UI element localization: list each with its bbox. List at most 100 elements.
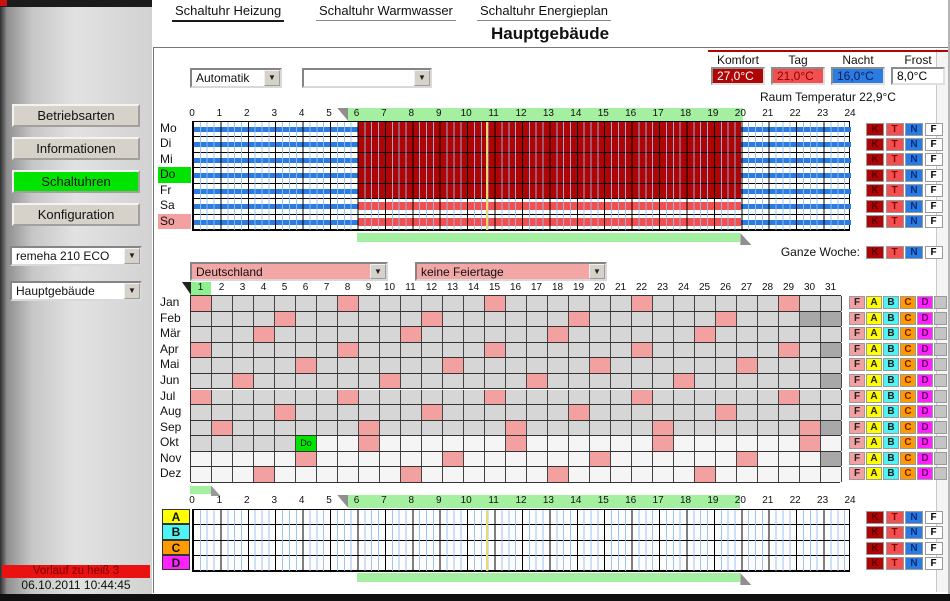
calendar-day-cell[interactable] bbox=[821, 405, 842, 420]
calendar-day-cell[interactable] bbox=[737, 420, 758, 436]
calendar-day-cell[interactable] bbox=[569, 296, 590, 311]
calendar-day-cell[interactable] bbox=[296, 342, 317, 358]
calendar-day-cell[interactable] bbox=[464, 389, 485, 405]
calendar-day-cell[interactable] bbox=[716, 327, 737, 342]
calendar-day-cell[interactable] bbox=[254, 373, 275, 389]
category-button-D[interactable]: D bbox=[917, 327, 933, 341]
calendar-day-cell[interactable] bbox=[464, 327, 485, 342]
calendar-day-cell[interactable] bbox=[380, 311, 401, 327]
week-row-So[interactable] bbox=[193, 214, 851, 230]
calendar-day-cell[interactable] bbox=[737, 373, 758, 389]
calendar-day-cell[interactable] bbox=[779, 358, 800, 373]
category-button-A[interactable]: A bbox=[866, 405, 882, 419]
category-button-A[interactable]: A bbox=[866, 327, 882, 341]
calendar-day-cell[interactable] bbox=[317, 451, 338, 467]
week-row-Fr[interactable] bbox=[193, 183, 851, 200]
abcd-start-marker-icon[interactable] bbox=[210, 485, 221, 496]
calendar-day-cell[interactable] bbox=[590, 327, 611, 342]
calendar-day-cell[interactable] bbox=[275, 389, 296, 405]
calendar-day-cell[interactable] bbox=[212, 405, 233, 420]
calendar-day-cell[interactable] bbox=[716, 436, 737, 451]
level-button-F[interactable]: F bbox=[924, 153, 943, 167]
calendar-day-cell[interactable] bbox=[317, 436, 338, 451]
calendar-day-cell[interactable] bbox=[758, 327, 779, 342]
category-button-C[interactable]: C bbox=[900, 296, 916, 309]
calendar-day-cell[interactable] bbox=[212, 420, 233, 436]
calendar-day-cell[interactable] bbox=[338, 296, 359, 311]
level-button-K[interactable]: K bbox=[866, 122, 884, 136]
calendar-day-cell[interactable] bbox=[695, 420, 716, 436]
calendar-day-cell[interactable] bbox=[212, 358, 233, 373]
calendar-day-cell[interactable] bbox=[401, 467, 422, 482]
tab-schaltuhr-warmwasser[interactable]: Schaltuhr Warmwasser bbox=[316, 3, 456, 21]
calendar-day-cell[interactable] bbox=[695, 296, 716, 311]
category-button-C[interactable]: C bbox=[900, 327, 916, 341]
calendar-day-cell[interactable] bbox=[275, 327, 296, 342]
calendar-day-cell[interactable] bbox=[800, 467, 821, 482]
calendar-day-cell[interactable] bbox=[611, 389, 632, 405]
week-row-Di[interactable] bbox=[193, 137, 851, 153]
calendar-day-cell[interactable] bbox=[191, 389, 212, 405]
category-button-D[interactable]: D bbox=[917, 358, 933, 372]
calendar-day-cell[interactable] bbox=[359, 296, 380, 311]
calendar-day-cell[interactable] bbox=[800, 296, 821, 311]
calendar-day-cell[interactable] bbox=[275, 405, 296, 420]
level-button-N[interactable]: N bbox=[905, 153, 923, 167]
calendar-day-cell[interactable] bbox=[611, 311, 632, 327]
calendar-day-cell[interactable] bbox=[611, 405, 632, 420]
calendar-day-cell[interactable] bbox=[254, 327, 275, 342]
calendar-day-cell[interactable] bbox=[674, 358, 695, 373]
level-button-N[interactable]: N bbox=[905, 215, 923, 229]
calendar-day-cell[interactable] bbox=[212, 451, 233, 467]
chevron-down-icon[interactable]: ▼ bbox=[264, 70, 280, 86]
calendar-day-cell[interactable] bbox=[359, 342, 380, 358]
calendar-day-cell[interactable] bbox=[716, 405, 737, 420]
calendar-day-cell[interactable] bbox=[464, 436, 485, 451]
calendar-day-cell[interactable] bbox=[548, 327, 569, 342]
temperature-value-box-frost[interactable]: 8,0°C bbox=[891, 67, 945, 85]
level-button-F[interactable]: F bbox=[924, 215, 943, 229]
calendar-day-cell[interactable] bbox=[212, 311, 233, 327]
calendar-day-cell[interactable] bbox=[485, 389, 506, 405]
calendar-day-cell[interactable] bbox=[800, 311, 821, 327]
calendar-day-cell[interactable] bbox=[401, 342, 422, 358]
calendar-day-cell[interactable] bbox=[569, 451, 590, 467]
calendar-day-cell[interactable] bbox=[317, 389, 338, 405]
calendar-day-cell[interactable] bbox=[506, 389, 527, 405]
week-row-Mi[interactable] bbox=[193, 152, 851, 169]
calendar-day-cell[interactable] bbox=[485, 451, 506, 467]
calendar-day-cell[interactable] bbox=[632, 296, 653, 311]
calendar-day-cell[interactable] bbox=[380, 296, 401, 311]
calendar-day-cell[interactable] bbox=[527, 311, 548, 327]
calendar-day-cell[interactable] bbox=[611, 467, 632, 482]
calendar-day-cell[interactable] bbox=[212, 342, 233, 358]
calendar-day-cell[interactable] bbox=[338, 358, 359, 373]
calendar-day-cell[interactable] bbox=[695, 327, 716, 342]
level-button-K[interactable]: K bbox=[866, 246, 884, 259]
calendar-day-cell[interactable] bbox=[464, 373, 485, 389]
level-button-T[interactable]: T bbox=[885, 168, 904, 182]
calendar-day-cell[interactable] bbox=[317, 311, 338, 327]
category-button-B[interactable]: B bbox=[883, 451, 899, 465]
calendar-day-cell[interactable] bbox=[275, 436, 296, 451]
calendar-day-cell[interactable] bbox=[254, 436, 275, 451]
calendar-day-cell[interactable] bbox=[758, 436, 779, 451]
calendar-day-cell[interactable] bbox=[443, 389, 464, 405]
holiday-select[interactable]: keine Feiertage ▼ bbox=[415, 262, 607, 281]
category-button-F[interactable]: F bbox=[849, 342, 865, 356]
tab-schaltuhr-energieplan[interactable]: Schaltuhr Energieplan bbox=[477, 3, 611, 21]
calendar-day-cell[interactable] bbox=[653, 420, 674, 436]
calendar-day-cell[interactable] bbox=[485, 327, 506, 342]
calendar-day-cell[interactable] bbox=[527, 389, 548, 405]
calendar-day-cell[interactable] bbox=[590, 451, 611, 467]
level-button-F[interactable]: F bbox=[924, 526, 943, 540]
category-button-F[interactable]: F bbox=[849, 327, 865, 341]
calendar-day-cell[interactable] bbox=[233, 451, 254, 467]
calendar-day-cell[interactable] bbox=[779, 327, 800, 342]
level-button-N[interactable]: N bbox=[905, 199, 923, 213]
calendar-day-cell[interactable] bbox=[821, 342, 842, 358]
calendar-day-cell[interactable] bbox=[422, 327, 443, 342]
calendar-day-cell[interactable] bbox=[338, 420, 359, 436]
calendar-day-cell[interactable] bbox=[569, 389, 590, 405]
calendar-day-cell[interactable] bbox=[296, 358, 317, 373]
